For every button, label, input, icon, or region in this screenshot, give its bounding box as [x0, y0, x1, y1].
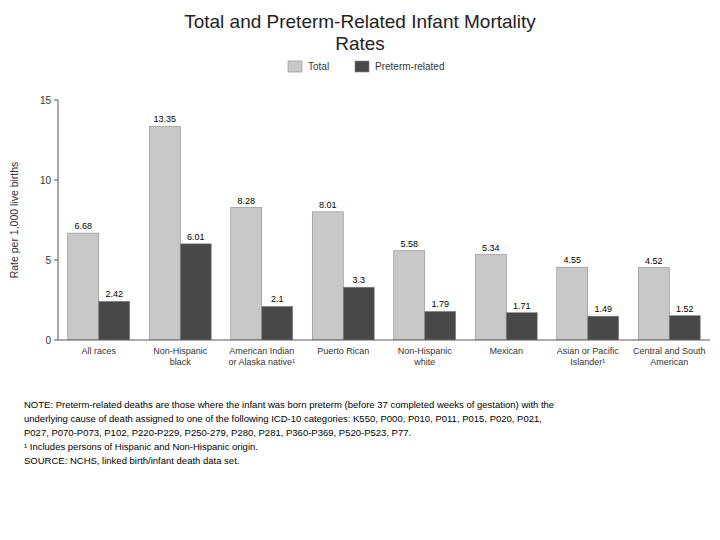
x-axis-line [58, 340, 710, 341]
data-labels: 6.68 13.35 8.28 8.01 5.58 5.34 4.55 4.52 2.42 6.0… [74, 114, 693, 314]
x-tick-label: Non-Hispanicblack [153, 346, 208, 367]
data-label: 13.35 [153, 114, 176, 124]
bar [394, 251, 425, 340]
y-tick-label: 15 [40, 95, 52, 106]
data-label: 1.52 [676, 304, 694, 314]
bar [638, 268, 669, 340]
data-label: 6.01 [187, 232, 205, 242]
note: NOTE: Preterm-related deaths are those w… [24, 399, 554, 410]
bar [149, 126, 180, 340]
bar [262, 306, 293, 340]
y-tick-label: 10 [40, 175, 52, 186]
note: ¹ Includes persons of Hispanic and Non-H… [24, 441, 258, 452]
data-label: 4.55 [563, 255, 581, 265]
title: Total and Preterm-Related Infant Mortali… [184, 11, 536, 54]
x-tick-label: Asian or PacificIslander¹ [557, 346, 620, 367]
y-axis-label: Rate per 1,000 live births [8, 162, 20, 279]
x-tick-label: Central and SouthAmerican [633, 346, 706, 367]
data-label: 5.58 [400, 239, 418, 249]
data-label: 1.71 [513, 301, 531, 311]
x-tick-label: All races [81, 346, 116, 356]
legend: Total Preterm-related [288, 61, 444, 72]
data-label: 2.1 [271, 294, 284, 304]
y-tick [54, 340, 58, 341]
y-tick-label: 5 [45, 255, 51, 266]
y-axis-line [58, 100, 59, 340]
bar [669, 316, 700, 340]
x-tick-label: Puerto Rican [317, 346, 369, 356]
note: P027, P070-P073, P102, P220-P229, P250-2… [24, 427, 411, 438]
bar [588, 316, 619, 340]
bar [506, 313, 537, 340]
note: underlying cause of death assigned to on… [24, 413, 542, 424]
data-label: 3.3 [352, 275, 365, 285]
bars [68, 126, 700, 340]
x-tick-label: Mexican [489, 346, 523, 356]
y-tick [54, 180, 58, 181]
data-label: 4.52 [645, 256, 663, 266]
data-label: 2.42 [105, 289, 123, 299]
bar [68, 233, 99, 340]
bar [475, 255, 506, 340]
legend-label: Total [308, 61, 329, 72]
data-label: 8.28 [237, 196, 255, 206]
note: SOURCE: NCHS, linked birth/infant death … [24, 455, 239, 466]
bar [343, 287, 374, 340]
data-label: 1.79 [431, 299, 449, 309]
bar [180, 244, 211, 340]
bar [425, 311, 456, 340]
x-tick-label: Non-Hispanicwhite [398, 346, 453, 367]
bar [557, 267, 588, 340]
data-label: 6.68 [74, 221, 92, 231]
bar [312, 212, 343, 340]
legend-label: Preterm-related [375, 61, 444, 72]
y-tick [54, 100, 58, 101]
legend-swatch [288, 61, 302, 72]
y-tick-label: 0 [45, 335, 51, 346]
data-label: 1.49 [594, 304, 612, 314]
data-label: 5.34 [482, 243, 500, 253]
bar [99, 301, 130, 340]
legend-swatch [355, 61, 369, 72]
data-label: 8.01 [319, 200, 337, 210]
x-tick-label: American Indianor Alaska native¹ [228, 346, 295, 367]
bar [231, 208, 262, 340]
chart: Total and Preterm-Related Infant Mortali… [0, 0, 720, 540]
y-tick [54, 260, 58, 261]
